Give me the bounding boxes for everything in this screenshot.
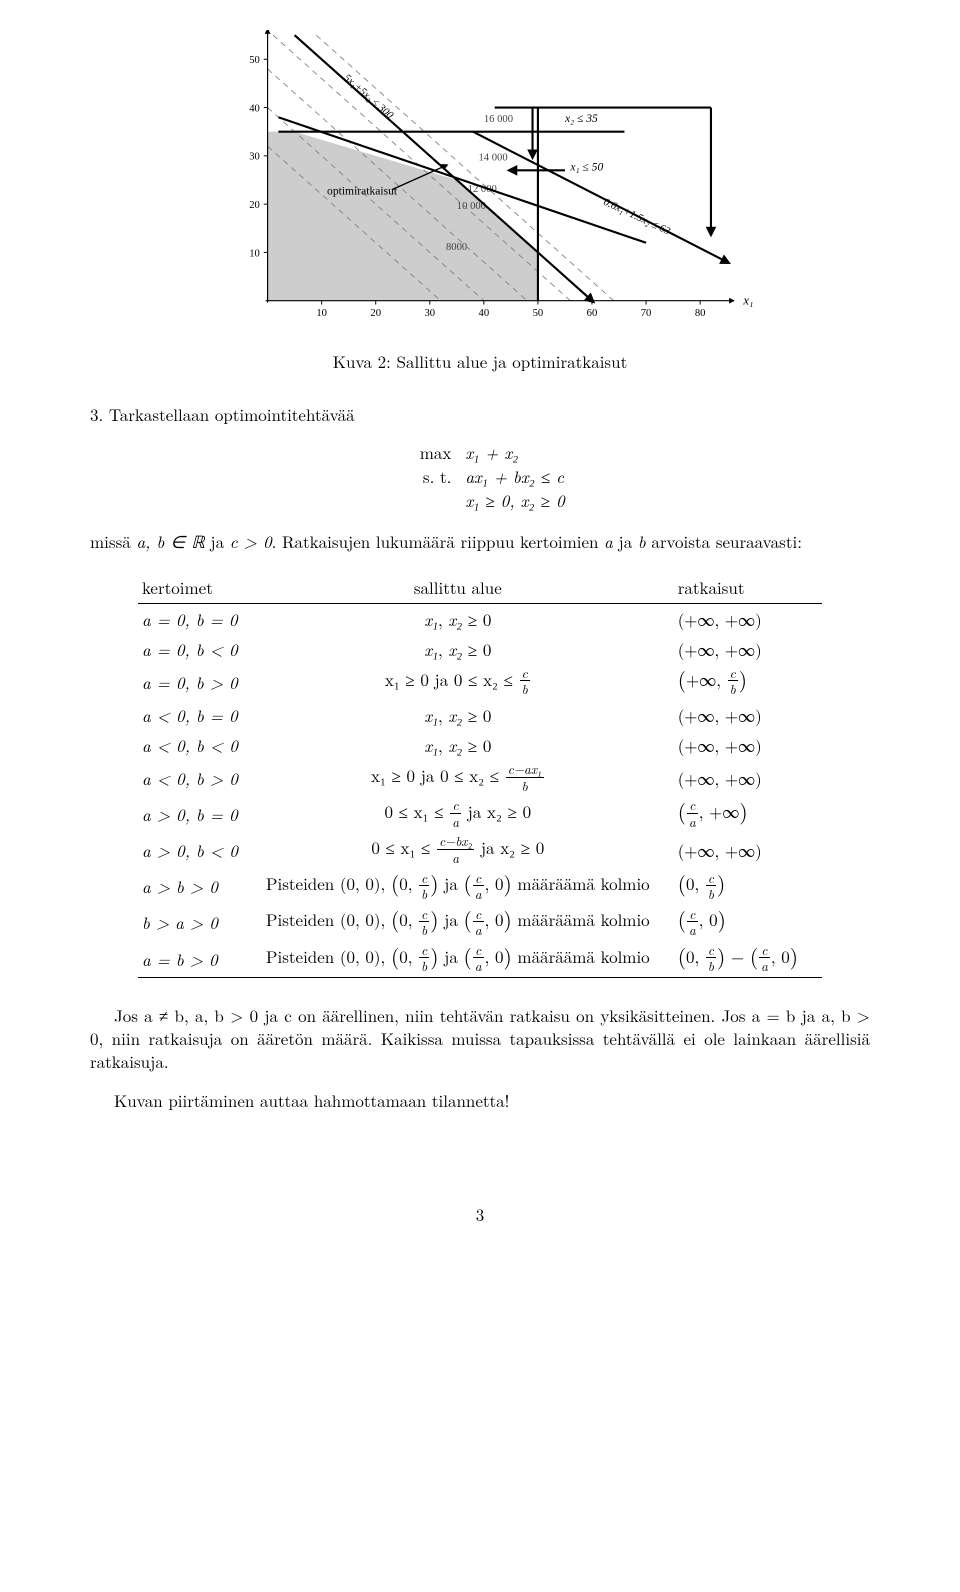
th-sallittu-alue: sallittu alue bbox=[262, 571, 674, 604]
figure-caption: Kuva 2: Sallittu alue ja optimiratkaisut bbox=[90, 349, 870, 373]
feasible-region-chart: 800010 00012 00014 00016 000102030405060… bbox=[200, 30, 760, 330]
parameter-description: missä a, b ∈ ℝ ja c > 0. Ratkaisujen luk… bbox=[90, 530, 870, 553]
table-row: b > a > 0Pisteiden (0, 0), (0, cb) ja (c… bbox=[138, 904, 822, 940]
solution-table-wrap: kertoimet sallittu alue ratkaisut a = 0,… bbox=[90, 571, 870, 978]
svg-text:x₂ ≤ 35: x₂ ≤ 35 bbox=[564, 112, 598, 125]
svg-text:14 000: 14 000 bbox=[478, 153, 507, 164]
table-row: a < 0, b < 0x₁, x₂ ≥ 0(+∞, +∞) bbox=[138, 730, 822, 760]
svg-text:10: 10 bbox=[316, 308, 327, 319]
svg-text:30: 30 bbox=[424, 308, 435, 319]
svg-text:30: 30 bbox=[249, 152, 260, 163]
svg-text:60: 60 bbox=[587, 308, 598, 319]
table-row: a > 0, b < 00 ≤ x₁ ≤ c−bx₂a ja x₂ ≥ 0(+∞… bbox=[138, 832, 822, 868]
svg-text:16 000: 16 000 bbox=[484, 114, 513, 125]
svg-text:x₁: x₁ bbox=[742, 294, 753, 308]
figure-2: 800010 00012 00014 00016 000102030405060… bbox=[90, 30, 870, 373]
th-kertoimet: kertoimet bbox=[138, 571, 262, 604]
table-row: a = 0, b > 0x₁ ≥ 0 ja 0 ≤ x₂ ≤ cb(+∞, cb… bbox=[138, 664, 822, 700]
closing-para-1: Jos a ≠ b, a, b > 0 ja c on äärellinen, … bbox=[90, 1004, 870, 1073]
svg-text:20: 20 bbox=[370, 308, 381, 319]
svg-text:8000: 8000 bbox=[446, 242, 467, 253]
closing-para-2: Kuvan piirtäminen auttaa hahmottamaan ti… bbox=[90, 1089, 870, 1112]
table-row: a < 0, b > 0x₁ ≥ 0 ja 0 ≤ x₂ ≤ c−ax₁b(+∞… bbox=[138, 760, 822, 796]
table-row: a > b > 0Pisteiden (0, 0), (0, cb) ja (c… bbox=[138, 868, 822, 904]
svg-text:70: 70 bbox=[641, 308, 652, 319]
svg-text:20: 20 bbox=[249, 200, 260, 211]
page-number: 3 bbox=[90, 1202, 870, 1226]
svg-text:5x₁+5x₂ ≤ 300: 5x₁+5x₂ ≤ 300 bbox=[341, 73, 395, 122]
table-row: a = 0, b < 0x₁, x₂ ≥ 0(+∞, +∞) bbox=[138, 634, 822, 664]
optimization-problem: maxx₁ + x₂ s. t.ax₁ + bx₂ ≤ c x₁ ≥ 0, x₂… bbox=[395, 440, 564, 512]
table-row: a > 0, b = 00 ≤ x₁ ≤ ca ja x₂ ≥ 0(ca, +∞… bbox=[138, 796, 822, 832]
svg-text:40: 40 bbox=[249, 103, 260, 114]
svg-text:x₁ ≤ 50: x₁ ≤ 50 bbox=[569, 160, 603, 173]
svg-text:50: 50 bbox=[533, 308, 544, 319]
th-ratkaisut: ratkaisut bbox=[674, 571, 822, 604]
problem-intro: 3. Tarkastellaan optimointitehtävää bbox=[90, 403, 870, 426]
solution-table: kertoimet sallittu alue ratkaisut a = 0,… bbox=[138, 571, 822, 978]
svg-text:optimiratkaisut: optimiratkaisut bbox=[327, 184, 398, 197]
table-row: a = b > 0Pisteiden (0, 0), (0, cb) ja (c… bbox=[138, 941, 822, 978]
table-row: a < 0, b = 0x₁, x₂ ≥ 0(+∞, +∞) bbox=[138, 700, 822, 730]
svg-text:10: 10 bbox=[249, 248, 260, 259]
svg-text:50: 50 bbox=[249, 55, 260, 66]
table-row: a = 0, b = 0x₁, x₂ ≥ 0(+∞, +∞) bbox=[138, 603, 822, 634]
svg-text:40: 40 bbox=[479, 308, 490, 319]
svg-text:80: 80 bbox=[695, 308, 706, 319]
